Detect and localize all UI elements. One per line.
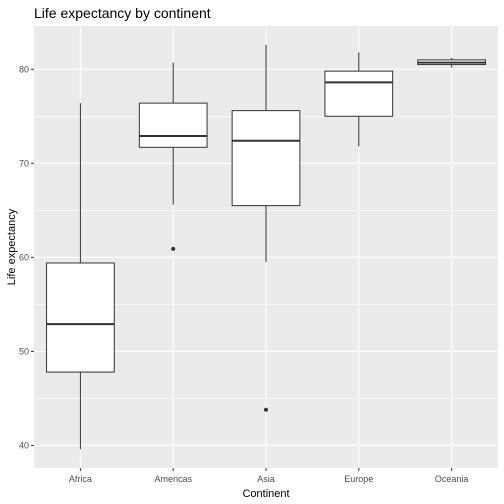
box-group-africa <box>46 103 115 450</box>
box <box>138 102 208 148</box>
chart-title: Life expectancy by continent <box>34 5 211 21</box>
y-tick-label: 50 <box>19 346 29 356</box>
box-group-europe <box>324 52 394 147</box>
box-group-americas <box>138 62 208 251</box>
y-axis: 40 50 60 70 80 <box>19 64 34 450</box>
box-group-oceania <box>417 57 486 68</box>
x-tick-label: Asia <box>257 474 275 484</box>
box-group-asia <box>231 44 301 412</box>
y-tick-label: 60 <box>19 252 29 262</box>
outlier-point <box>264 407 268 412</box>
x-axis: Africa Americas Asia Europe Oceania <box>69 468 468 484</box>
outlier-point <box>171 246 176 251</box>
x-tick-label: Africa <box>69 474 92 484</box>
box <box>231 110 301 207</box>
y-tick-label: 80 <box>19 64 29 74</box>
x-tick-label: Europe <box>344 474 373 484</box>
x-axis-title: Continent <box>242 488 289 500</box>
box <box>324 70 394 117</box>
y-tick-label: 70 <box>19 158 29 168</box>
y-axis-title: Life expectancy <box>6 208 18 285</box>
y-tick-label: 40 <box>19 440 29 450</box>
x-tick-label: Oceania <box>435 474 469 484</box>
boxes-layer <box>46 44 486 450</box>
x-tick-label: Americas <box>154 474 192 484</box>
box <box>46 262 115 373</box>
